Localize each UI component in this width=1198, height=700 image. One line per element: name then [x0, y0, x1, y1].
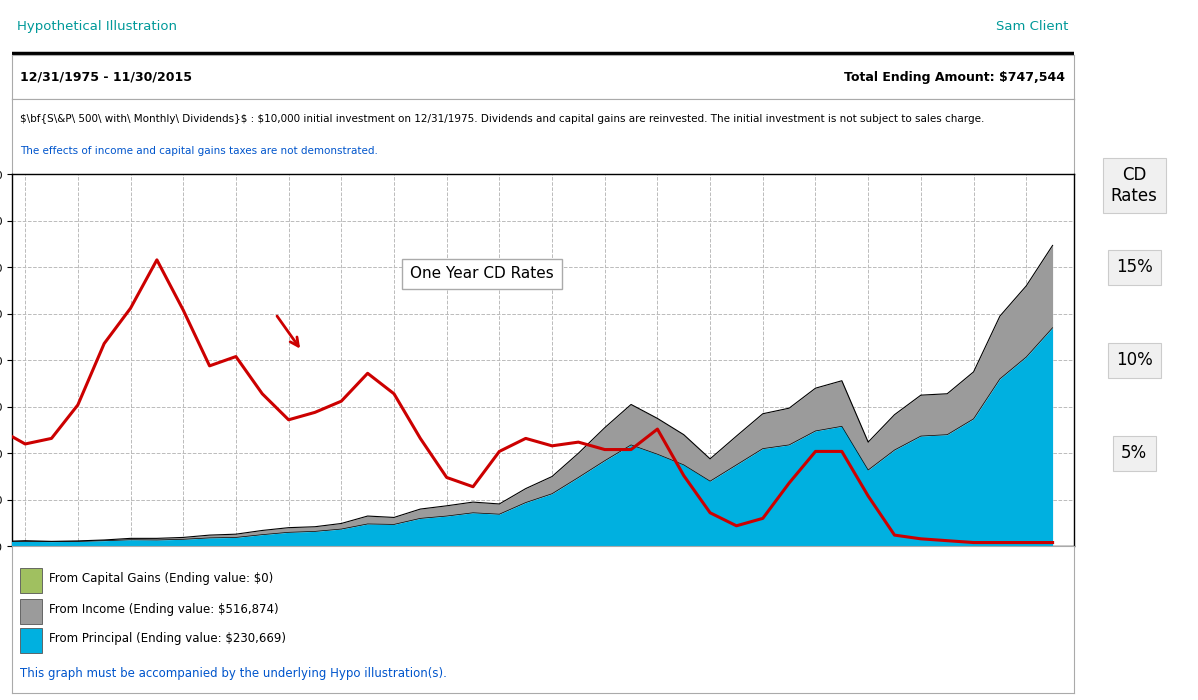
Bar [20, 599, 42, 624]
Text: 15%: 15% [1115, 258, 1152, 276]
Text: 12/31/1975 - 11/30/2015: 12/31/1975 - 11/30/2015 [20, 71, 193, 83]
Text: From Capital Gains (Ending value: $0): From Capital Gains (Ending value: $0) [49, 572, 273, 585]
Bar [20, 629, 42, 653]
Text: One Year CD Rates: One Year CD Rates [410, 267, 553, 281]
Text: Total Ending Amount: $747,544: Total Ending Amount: $747,544 [845, 71, 1065, 83]
Text: From Income (Ending value: $516,874): From Income (Ending value: $516,874) [49, 603, 279, 616]
Text: $\bf{S\&P\ 500\ with\ Monthly\ Dividends}$ : $10,000 initial investment on 12/31: $\bf{S\&P\ 500\ with\ Monthly\ Dividends… [20, 114, 985, 124]
Text: The effects of income and capital gains taxes are not demonstrated.: The effects of income and capital gains … [20, 146, 379, 156]
Text: Sam Client: Sam Client [996, 20, 1069, 32]
Text: This graph must be accompanied by the underlying Hypo illustration(s).: This graph must be accompanied by the un… [20, 667, 447, 680]
Text: 10%: 10% [1115, 351, 1152, 370]
Text: From Principal (Ending value: $230,669): From Principal (Ending value: $230,669) [49, 632, 286, 645]
Text: 5%: 5% [1121, 444, 1148, 462]
Text: CD
Rates: CD Rates [1111, 166, 1157, 205]
Bar [20, 568, 42, 593]
Text: Hypothetical Illustration: Hypothetical Illustration [17, 20, 177, 32]
